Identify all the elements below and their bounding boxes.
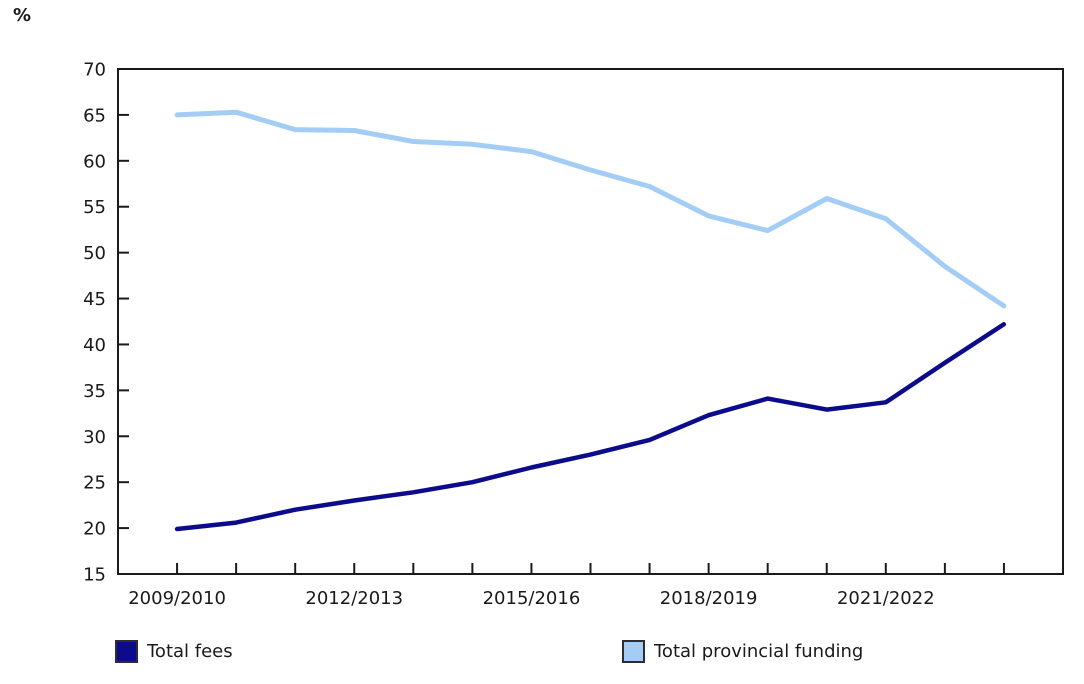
y-tick-label: 25 [83, 473, 106, 494]
y-tick-label: 65 [83, 105, 106, 126]
y-tick-label: 30 [83, 427, 106, 448]
x-tick-label: 2009/2010 [128, 588, 226, 609]
legend-item-total-fees: Total fees [115, 639, 233, 663]
legend-swatch-total-provincial-funding [622, 639, 645, 663]
y-tick-label: 50 [83, 243, 106, 264]
y-axis-unit-label: % [13, 5, 32, 26]
y-tick-label: 35 [83, 381, 106, 402]
y-tick-label: 45 [83, 289, 106, 310]
legend-swatch-total-fees [115, 639, 138, 663]
x-tick-label: 2018/2019 [660, 588, 758, 609]
y-tick-label: 70 [83, 60, 106, 81]
legend-item-total-provincial-funding: Total provincial funding [622, 639, 863, 663]
x-tick-label: 2012/2013 [305, 588, 403, 609]
line-total-provincial-funding [174, 109, 1007, 309]
x-tick-label: 2015/2016 [483, 588, 581, 609]
y-tick-label: 20 [83, 519, 106, 540]
y-tick-label: 40 [83, 335, 106, 356]
axis-frame [117, 68, 1064, 575]
x-tick-label: 2021/2022 [837, 588, 935, 609]
y-tick-label: 15 [83, 565, 106, 586]
legend-label-total-fees: Total fees [147, 640, 233, 662]
y-tick-label: 60 [83, 151, 106, 172]
legend-label-total-provincial-funding: Total provincial funding [654, 640, 864, 662]
line-total-fees [174, 322, 1007, 532]
y-tick-label: 55 [83, 197, 106, 218]
